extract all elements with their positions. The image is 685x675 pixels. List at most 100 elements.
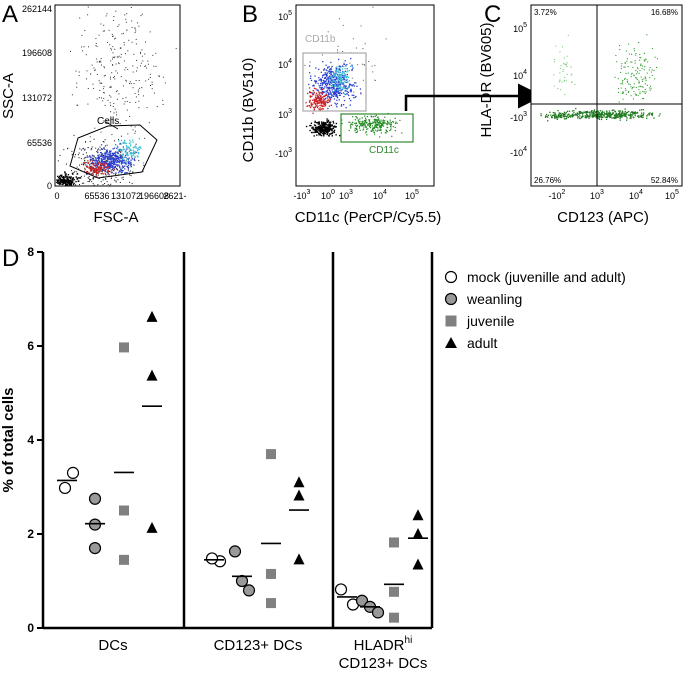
event-dot [394, 122, 397, 125]
event-dot [121, 150, 123, 153]
event-dot [339, 69, 341, 72]
event-dot [123, 148, 125, 150]
event-dot [75, 176, 77, 178]
event-dot [118, 158, 120, 161]
event-dot [133, 159, 135, 161]
event-dot [99, 155, 102, 157]
point-adult [412, 558, 424, 570]
event-dot [118, 62, 119, 64]
panel-b-xlabel: CD11c (PerCP/Cy5.5) [295, 209, 441, 226]
event-dot [93, 159, 95, 161]
event-dot [642, 109, 644, 111]
event-dot [642, 80, 644, 82]
event-dot [138, 94, 140, 96]
event-dot [354, 130, 356, 132]
event-dot [323, 133, 325, 135]
event-dot [123, 42, 125, 43]
event-dot [629, 113, 632, 115]
event-dot [346, 90, 348, 93]
event-dot [342, 83, 344, 85]
event-dot [328, 96, 331, 98]
event-dot [82, 148, 84, 150]
event-dot [323, 98, 325, 100]
event-dot [116, 157, 118, 159]
event-dot [96, 45, 98, 47]
event-dot [127, 50, 129, 52]
event-dot [120, 135, 122, 137]
event-dot [130, 165, 132, 167]
event-dot [93, 171, 96, 173]
event-dot [359, 88, 362, 90]
event-dot [104, 30, 105, 32]
event-dot [102, 153, 104, 155]
event-dot [319, 130, 321, 132]
event-dot [546, 115, 548, 118]
event-dot [312, 94, 314, 96]
event-dot [72, 177, 75, 179]
event-dot [112, 64, 114, 66]
event-dot [322, 92, 324, 94]
event-dot [351, 64, 353, 66]
event-dot [321, 98, 323, 100]
event-dot [115, 181, 117, 183]
event-dot [59, 183, 61, 185]
event-dot [102, 161, 105, 163]
event-dot [639, 53, 641, 55]
event-dot [135, 30, 137, 32]
event-dot [653, 69, 655, 71]
event-dot [112, 77, 114, 78]
event-dot [131, 183, 133, 185]
event-dot [648, 69, 650, 71]
event-dot [80, 175, 82, 177]
event-dot [98, 61, 100, 63]
event-dot [124, 14, 126, 16]
event-dot [623, 113, 625, 115]
event-dot [564, 113, 566, 115]
event-dot [97, 169, 99, 171]
event-dot [106, 149, 108, 151]
event-dot [328, 77, 330, 79]
event-dot [335, 67, 337, 69]
event-dot [110, 164, 112, 166]
event-dot [349, 104, 351, 106]
panel-a-xtick: 2621- [163, 191, 186, 201]
event-dot [328, 79, 330, 82]
event-dot [561, 81, 563, 83]
event-dot [67, 181, 69, 184]
event-dot [98, 80, 100, 82]
event-dot [116, 151, 118, 154]
legend-item-adult: adult [445, 335, 497, 351]
event-dot [89, 170, 92, 172]
event-dot [339, 83, 341, 85]
event-dot [175, 47, 177, 49]
event-dot [621, 63, 623, 65]
event-dot [338, 80, 340, 82]
event-dot [127, 163, 129, 165]
event-dot [649, 112, 651, 114]
event-dot [101, 162, 103, 165]
event-dot [119, 182, 121, 183]
legend-item-juvenile: juvenile [445, 313, 515, 329]
event-dot [97, 184, 99, 186]
event-dot [72, 183, 75, 186]
event-dot [104, 172, 106, 174]
event-dot [338, 84, 340, 86]
event-dot [118, 139, 119, 140]
event-dot [377, 124, 379, 126]
event-dot [332, 81, 334, 83]
event-dot [145, 65, 147, 67]
event-dot [638, 42, 640, 44]
event-dot [82, 50, 84, 52]
event-dot [562, 115, 565, 118]
event-dot [333, 80, 335, 82]
event-dot [585, 113, 588, 116]
event-dot [130, 154, 133, 157]
event-dot [617, 114, 619, 116]
event-dot [61, 174, 63, 176]
gating-arrow [404, 83, 543, 111]
event-dot [339, 74, 341, 76]
event-dot [601, 116, 603, 118]
event-dot [329, 87, 331, 89]
event-dot [70, 184, 72, 186]
event-dot [148, 78, 150, 80]
